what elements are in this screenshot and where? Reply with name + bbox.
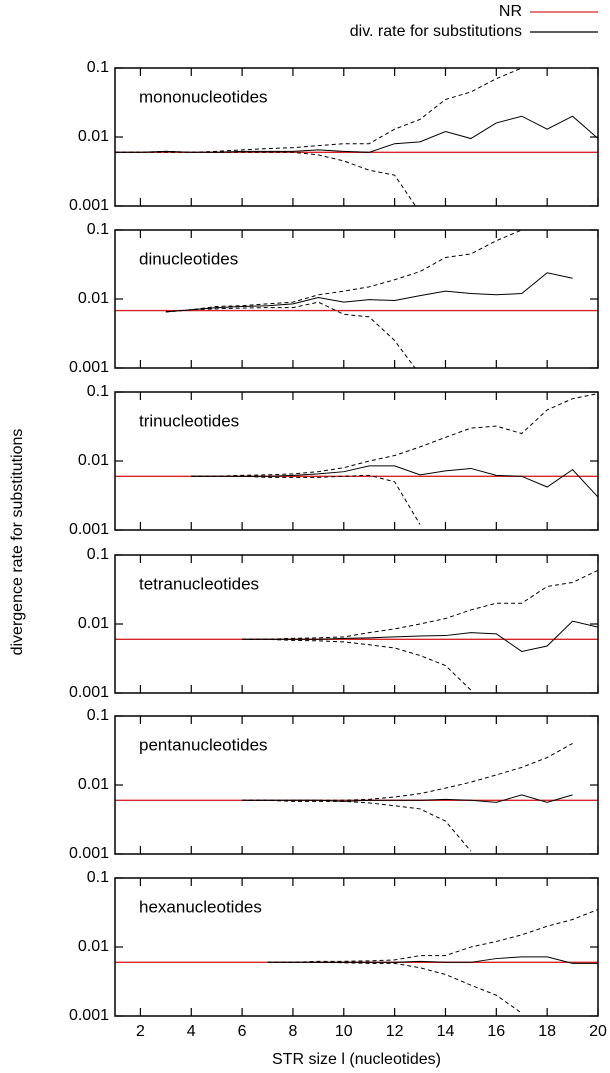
panel-title: hexanucleotides <box>139 897 262 916</box>
y-tick-label: 0.1 <box>87 546 109 563</box>
data-line <box>115 115 598 153</box>
panel: 0.001 0.01 0.1 dinucleotides <box>69 221 599 376</box>
x-tick-label: 14 <box>437 1023 455 1040</box>
x-tick-label: 18 <box>538 1023 556 1040</box>
y-tick-label: 0.01 <box>78 938 109 955</box>
interval-line <box>242 638 472 691</box>
y-tick-label: 0.1 <box>87 383 109 400</box>
interval-line <box>115 151 417 206</box>
plot-frame <box>114 715 599 855</box>
x-tick-label: 6 <box>238 1023 247 1040</box>
panel-title: trinucleotides <box>139 411 239 430</box>
legend-label: div. rate for substitutions <box>350 23 522 40</box>
plot-frame <box>114 67 599 207</box>
data-line <box>242 794 573 803</box>
y-tick-label: 0.001 <box>69 684 109 701</box>
data-line <box>267 956 598 964</box>
data-line <box>242 620 598 652</box>
panel-title: dinucleotides <box>139 249 238 268</box>
panel: 0.001 0.01 0.1 pentanucleotides <box>69 707 599 862</box>
x-tick-label: 20 <box>589 1023 607 1040</box>
interval-line <box>165 230 522 313</box>
data-line <box>191 465 598 498</box>
y-tick-label: 0.01 <box>78 452 109 469</box>
interval-line <box>242 569 598 640</box>
x-axis-label: STR size l (nucleotides) <box>272 1051 441 1068</box>
panel: 0.001 0.01 0.1 trinucleotides <box>69 383 599 538</box>
y-tick-label: 0.001 <box>69 197 109 214</box>
x-tick-label: 12 <box>386 1023 404 1040</box>
interval-line <box>242 743 573 801</box>
x-tick-label: 4 <box>187 1023 196 1040</box>
y-tick-label: 0.001 <box>69 521 109 538</box>
y-axis-label: divergence rate for substitutions <box>9 429 26 656</box>
interval-line <box>267 961 523 1014</box>
interval-line <box>115 68 522 153</box>
x-tick-label: 2 <box>136 1023 145 1040</box>
plot-frame <box>114 391 599 531</box>
panel: 0.001 0.01 0.1 2 4 6 8 10 12 14 16 18 20 hexanucleoti… <box>69 869 607 1068</box>
y-tick-label: 0.1 <box>87 869 109 886</box>
y-tick-label: 0.01 <box>78 290 109 307</box>
interval-line <box>267 908 598 963</box>
y-tick-label: 0.001 <box>69 1007 109 1024</box>
y-tick-label: 0.1 <box>87 221 109 238</box>
panel-title: mononucleotides <box>139 87 268 106</box>
panel: 0.001 0.01 0.1 tetranucleotides <box>69 546 599 701</box>
interval-line <box>191 393 598 477</box>
y-tick-label: 0.1 <box>87 59 109 76</box>
y-tick-label: 0.01 <box>78 776 109 793</box>
interval-line <box>242 799 472 852</box>
x-tick-label: 16 <box>487 1023 505 1040</box>
y-tick-label: 0.01 <box>78 128 109 145</box>
y-tick-label: 0.001 <box>69 845 109 862</box>
plot-frame <box>114 554 599 694</box>
panel: 0.001 0.01 0.1 mononucleotides divergence ra… <box>9 59 599 656</box>
y-tick-label: 0.01 <box>78 615 109 632</box>
interval-line <box>191 474 421 525</box>
x-tick-label: 8 <box>288 1023 297 1040</box>
x-tick-label: 10 <box>335 1023 353 1040</box>
y-tick-label: 0.1 <box>87 707 109 724</box>
plot-frame <box>114 877 599 1017</box>
data-line <box>165 272 573 313</box>
y-tick-label: 0.001 <box>69 359 109 376</box>
legend-label: NR <box>499 3 522 20</box>
interval-line <box>165 301 416 368</box>
panel-title: tetranucleotides <box>139 574 259 593</box>
panel-title: pentanucleotides <box>139 735 268 754</box>
plot-frame <box>114 229 599 369</box>
